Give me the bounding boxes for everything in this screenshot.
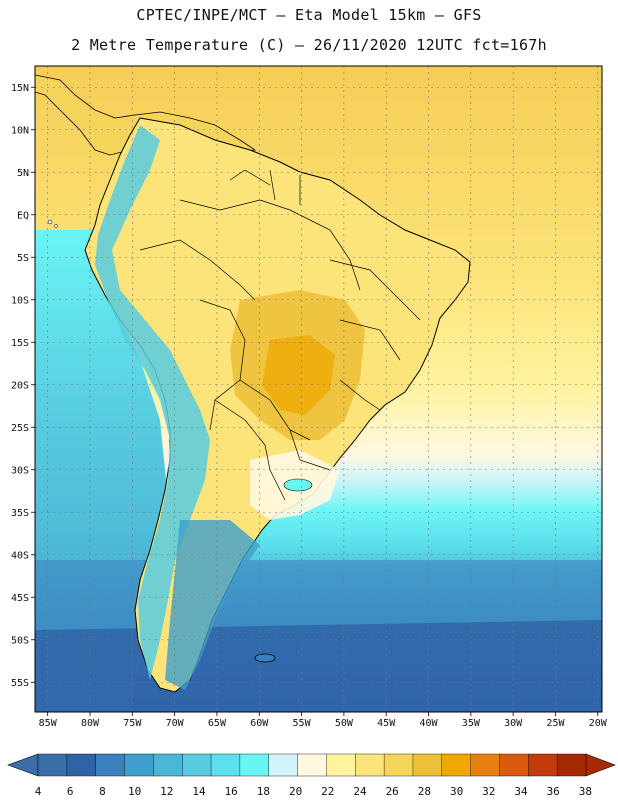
map-subtitle: 2 Metre Temperature (C) – 26/11/2020 12U… — [71, 36, 547, 54]
lon-tick-label: 30W — [504, 718, 523, 729]
colorbar-label: 8 — [99, 785, 106, 798]
lon-tick-label: 70W — [166, 718, 185, 729]
lat-tick-label: 10N — [11, 125, 29, 136]
colorbar-segment — [556, 753, 587, 777]
colorbar-label: 36 — [547, 785, 560, 798]
colorbar-segment — [528, 753, 558, 777]
colorbar-segment — [95, 753, 126, 777]
graticule — [35, 66, 602, 712]
colorbar-label: 38 — [579, 785, 592, 798]
lagoa-dos-patos — [283, 478, 313, 492]
map-frame — [34, 65, 603, 713]
colorbar-label: 12 — [160, 785, 173, 798]
southern-ocean-cold — [35, 620, 602, 712]
colorbar-segment — [210, 753, 241, 777]
lat-tick-label: 30S — [11, 465, 29, 476]
colorbar-segment — [470, 753, 500, 777]
lat-tick-label: 10S — [11, 295, 29, 306]
colorbar-segment — [441, 753, 472, 777]
lat-tick-label: 40S — [11, 550, 29, 561]
colorbar-label: 16 — [225, 785, 238, 798]
colorbar-segment — [383, 753, 414, 777]
lat-tick-label: 45S — [11, 593, 29, 604]
colorbar-segment — [355, 753, 385, 777]
colorbar-label: 28 — [418, 785, 431, 798]
colorbar-label: 22 — [321, 785, 334, 798]
colorbar-label: 24 — [353, 785, 367, 798]
colorbar-high-arrow — [585, 753, 616, 777]
colorbar-segment — [239, 753, 270, 777]
lon-tick-label: 65W — [208, 718, 227, 729]
colorbar-label: 20 — [289, 785, 302, 798]
colorbar-label: 30 — [450, 785, 463, 798]
lat-tick-label: 5N — [17, 168, 29, 179]
lon-tick-label: 75W — [123, 718, 142, 729]
lat-tick-label: 5S — [17, 253, 29, 264]
lon-tick-label: 45W — [377, 718, 396, 729]
colorbar-segment — [326, 753, 356, 777]
colorbar-segment — [499, 753, 529, 777]
colorbar-label: 14 — [192, 785, 206, 798]
lon-tick-label: 80W — [81, 718, 100, 729]
lon-tick-label: 60W — [250, 718, 269, 729]
colorbar-label: 10 — [128, 785, 141, 798]
colorbar-label: 6 — [67, 785, 74, 798]
colorbar-segment — [66, 753, 97, 777]
lat-tick-label: 15N — [11, 83, 29, 94]
lon-tick-label: 25W — [546, 718, 565, 729]
colorbar-segment — [412, 753, 443, 777]
lon-tick-label: 35W — [462, 718, 481, 729]
colorbar-segment — [124, 753, 154, 777]
colorbar-segment — [182, 753, 212, 777]
colorbar-segment — [297, 753, 327, 777]
lon-tick-label: 50W — [335, 718, 354, 729]
lat-tick-label: 20S — [11, 380, 29, 391]
falkland-islands — [254, 653, 276, 663]
lon-tick-label: 85W — [39, 718, 58, 729]
lon-tick-label: 55W — [293, 718, 312, 729]
lon-tick-label: 40W — [419, 718, 438, 729]
lat-tick-label: 50S — [11, 635, 29, 646]
hottest-region — [262, 335, 335, 415]
colorbar-segment — [37, 753, 68, 777]
map-field — [35, 66, 602, 712]
lat-tick-label: 55S — [11, 678, 29, 689]
colorbar: 4 6 8 10 12 14 16 18 20 22 24 26 28 30 32 34 36 38 — [7, 753, 616, 798]
colorbar-segment — [268, 753, 299, 777]
latitude-ticks: 15N 10N 5N EQ 5S 10S 15S 20S 25S 30S 35S 40S 45S 50S 5… — [11, 83, 35, 689]
lat-tick-label: 35S — [11, 508, 29, 519]
galapagos-islands — [54, 224, 58, 228]
colorbar-label: 26 — [386, 785, 399, 798]
longitude-ticks: 85W 80W 75W 70W 65W 60W 55W 50W 45W 40W 35W 30W 25W 2… — [39, 712, 608, 729]
colorbar-label: 4 — [35, 785, 42, 798]
lon-tick-label: 20W — [589, 718, 608, 729]
patagonia-cold — [165, 520, 260, 690]
colorbar-label: 32 — [482, 785, 495, 798]
lat-tick-label: EQ — [17, 210, 29, 221]
lat-tick-label: 25S — [11, 423, 29, 434]
colorbar-label: 34 — [514, 785, 528, 798]
lat-tick-label: 15S — [11, 338, 29, 349]
galapagos-islands — [47, 219, 53, 225]
colorbar-segment — [153, 753, 183, 777]
colorbar-label: 18 — [257, 785, 270, 798]
colorbar-low-arrow — [7, 753, 39, 777]
map-title: CPTEC/INPE/MCT – Eta Model 15km – GFS — [136, 6, 482, 24]
country-borders — [139, 169, 421, 501]
